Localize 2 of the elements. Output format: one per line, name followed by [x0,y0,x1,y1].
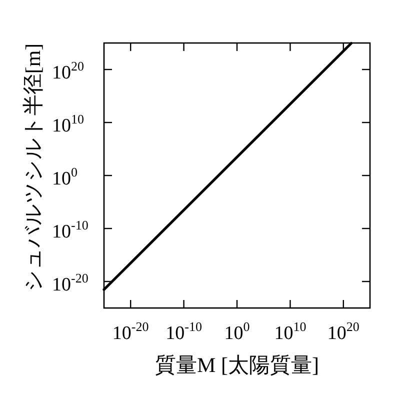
ylabel: シュバルツシルト半径[m] [21,43,45,292]
xlabel: 質量M [太陽質量] [155,353,319,377]
